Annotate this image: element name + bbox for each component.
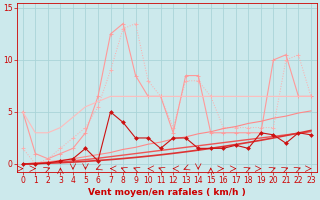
X-axis label: Vent moyen/en rafales ( km/h ): Vent moyen/en rafales ( km/h ) (88, 188, 246, 197)
